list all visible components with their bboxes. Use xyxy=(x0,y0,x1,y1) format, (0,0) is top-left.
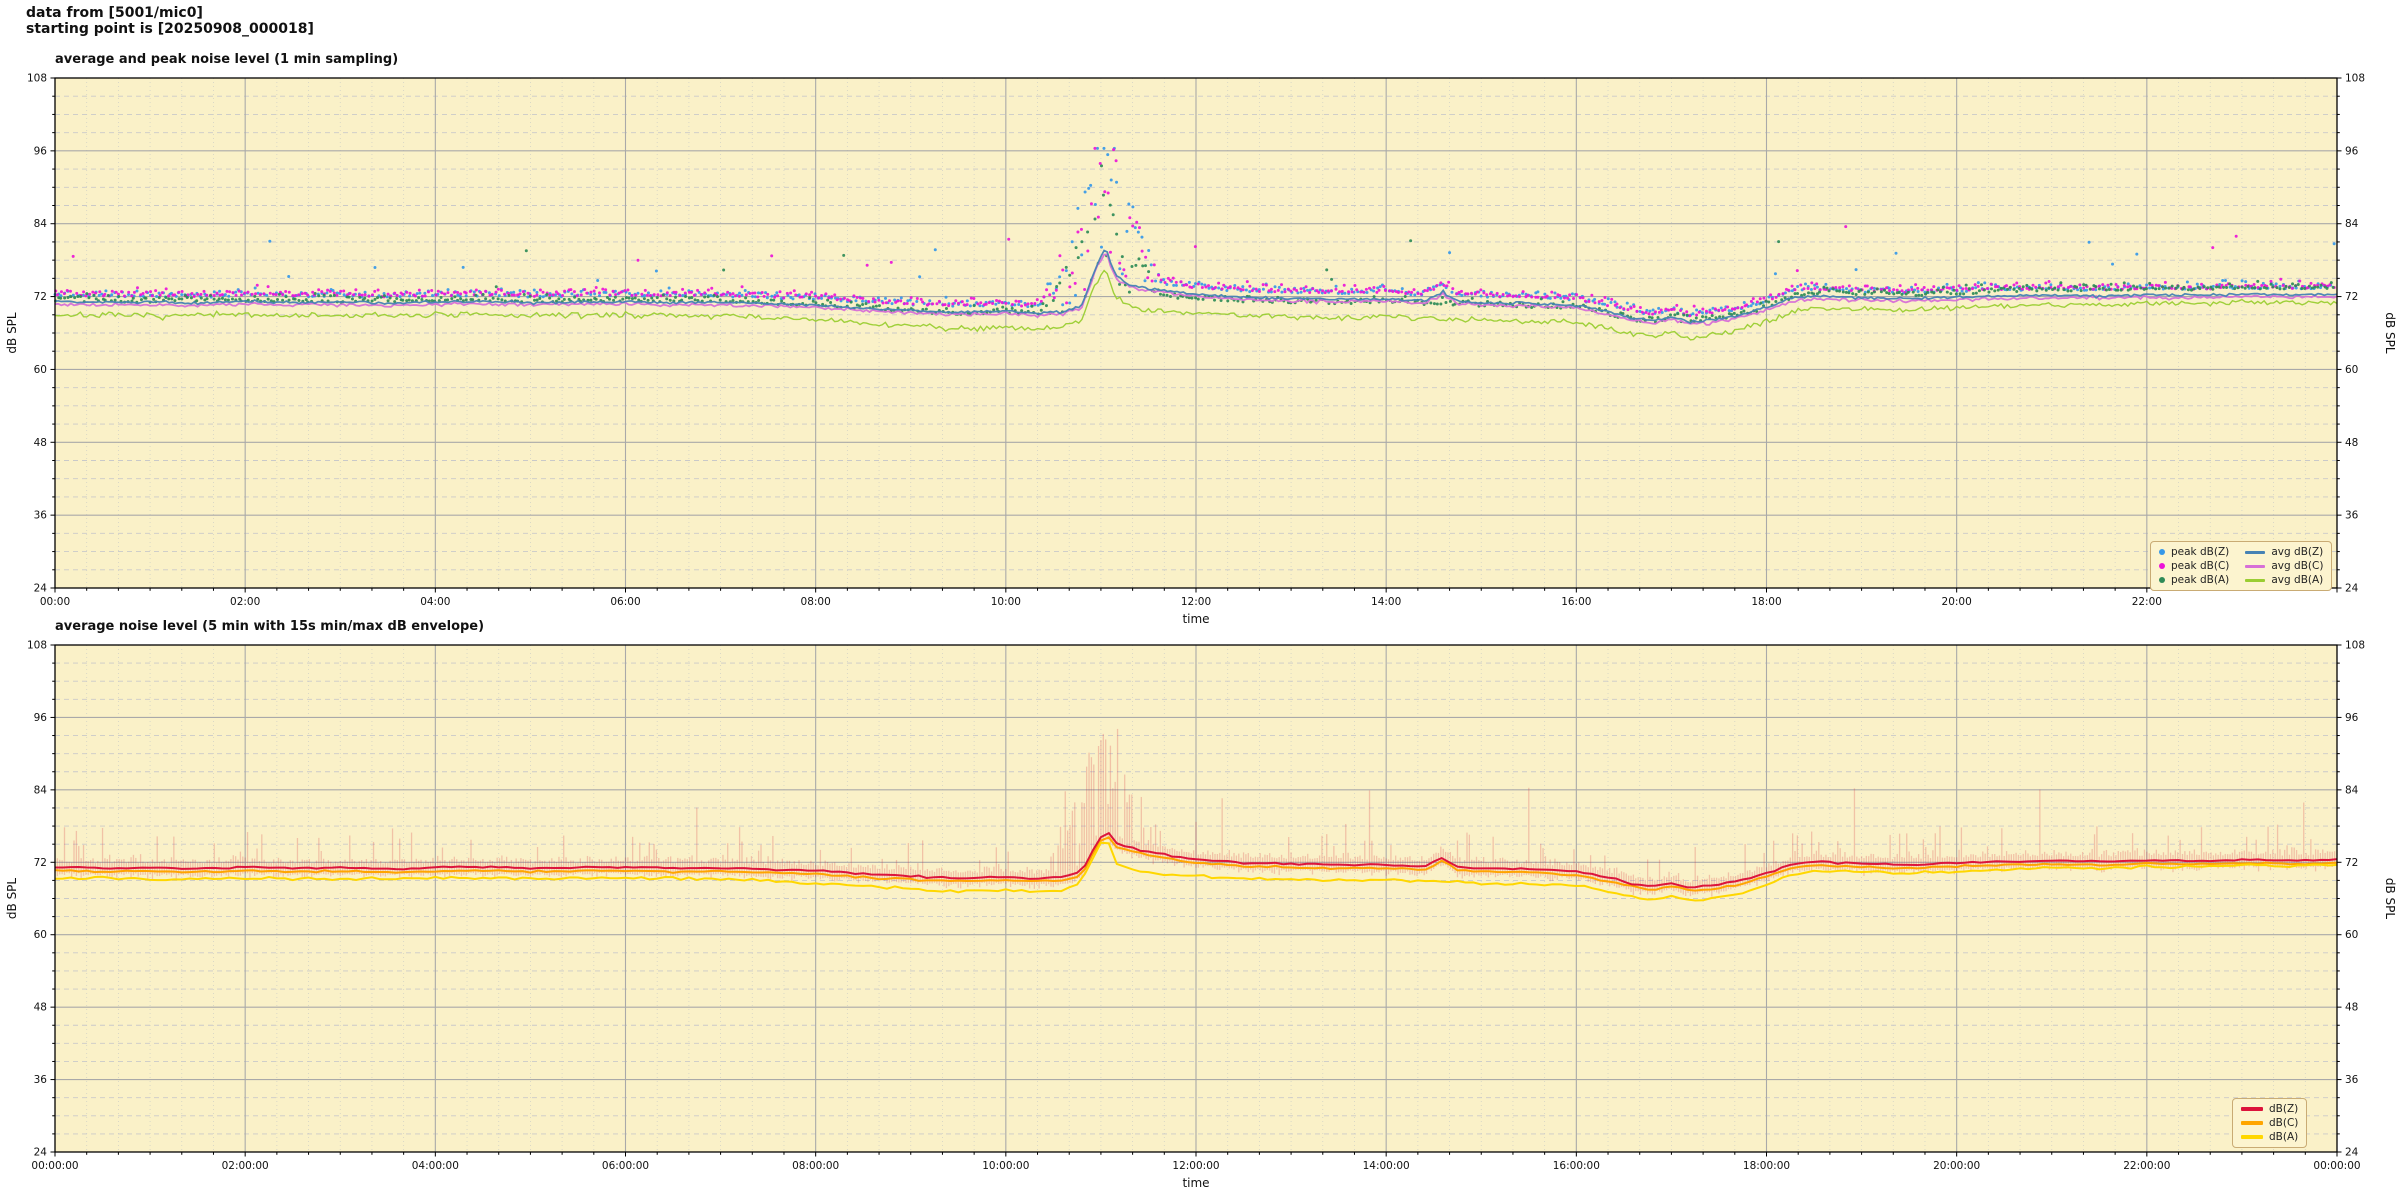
x-tick-label: 18:00 xyxy=(1751,596,1781,608)
x-tick-label: 04:00:00 xyxy=(412,1160,459,1172)
y-axis-label-right: dB SPL xyxy=(2383,878,2397,920)
y-tick-label: 36 xyxy=(34,1074,48,1086)
x-tick-label: 16:00:00 xyxy=(1553,1160,1600,1172)
y-tick-label: 108 xyxy=(27,73,47,85)
legend-item-dbc: dB(C) xyxy=(2241,1117,2298,1129)
legend-item-avg-dbc: avg dB(C) xyxy=(2245,560,2323,572)
x-tick-label: 08:00:00 xyxy=(792,1160,839,1172)
y-tick-label: 24 xyxy=(34,1147,48,1159)
x-tick-label: 00:00:00 xyxy=(2313,1160,2360,1172)
x-tick-label: 16:00 xyxy=(1561,596,1591,608)
y-tick-label-right: 84 xyxy=(2345,784,2359,796)
legend-item-avg-dba: avg dB(A) xyxy=(2245,574,2323,586)
y-tick-label-right: 96 xyxy=(2345,145,2359,157)
x-tick-label: 22:00:00 xyxy=(2123,1160,2170,1172)
dba-line-icon xyxy=(2241,1135,2263,1139)
legend-label: peak dB(C) xyxy=(2171,560,2230,572)
peak-dbc-marker-icon xyxy=(2159,563,2165,569)
header-line-2: starting point is [20250908_000018] xyxy=(26,21,314,37)
legend-label: peak dB(A) xyxy=(2171,574,2230,586)
avg-dbz-line-icon xyxy=(2245,550,2266,554)
y-axis-label-right: dB SPL xyxy=(2383,312,2397,354)
y-tick-label-right: 24 xyxy=(2345,583,2359,595)
y-axis-label-left: dB SPL xyxy=(5,312,19,354)
legend-item-peak-dbz: peak dB(Z) xyxy=(2159,546,2229,558)
y-tick-label-right: 60 xyxy=(2345,364,2358,376)
y-tick-label-right: 84 xyxy=(2345,218,2359,230)
y-tick-label: 84 xyxy=(34,784,48,796)
header-line-1: data from [5001/mic0] xyxy=(26,5,203,21)
x-tick-label: 06:00 xyxy=(610,596,640,608)
y-tick-label-right: 36 xyxy=(2345,510,2359,522)
legend-label: avg dB(C) xyxy=(2271,560,2324,572)
y-axis-label-left: dB SPL xyxy=(5,878,19,920)
y-tick-label: 96 xyxy=(34,712,48,724)
top-chart-legend: peak dB(Z) peak dB(C) peak dB(A) avg dB(… xyxy=(2150,541,2333,591)
y-tick-label: 60 xyxy=(34,364,47,376)
x-tick-label: 10:00:00 xyxy=(982,1160,1029,1172)
y-tick-label-right: 108 xyxy=(2345,640,2365,652)
x-tick-label: 18:00:00 xyxy=(1743,1160,1790,1172)
legend-label: dB(A) xyxy=(2269,1131,2299,1143)
legend-item-dba: dB(A) xyxy=(2241,1131,2298,1143)
avg-dba-line-icon xyxy=(2245,578,2266,582)
legend-label: dB(C) xyxy=(2269,1117,2299,1129)
dbz-line-icon xyxy=(2241,1107,2263,1111)
y-tick-label-right: 72 xyxy=(2345,291,2358,303)
legend-item-avg-dbz: avg dB(Z) xyxy=(2245,546,2323,558)
y-tick-label-right: 36 xyxy=(2345,1074,2359,1086)
y-tick-label-right: 48 xyxy=(2345,437,2358,449)
y-tick-label-right: 96 xyxy=(2345,712,2359,724)
legend-item-peak-dba: peak dB(A) xyxy=(2159,574,2229,586)
y-tick-label-right: 72 xyxy=(2345,857,2358,869)
y-tick-label: 84 xyxy=(34,218,48,230)
x-tick-label: 00:00 xyxy=(40,596,70,608)
x-tick-label: 04:00 xyxy=(420,596,450,608)
x-tick-label: 06:00:00 xyxy=(602,1160,649,1172)
x-axis-label: time xyxy=(1182,612,1209,626)
y-tick-label: 48 xyxy=(34,1002,47,1014)
x-tick-label: 14:00:00 xyxy=(1363,1160,1410,1172)
x-tick-label: 22:00 xyxy=(2132,596,2162,608)
y-tick-label-right: 108 xyxy=(2345,73,2365,85)
legend-item-dbz: dB(Z) xyxy=(2241,1103,2298,1115)
x-tick-label: 02:00:00 xyxy=(222,1160,269,1172)
legend-item-peak-dbc: peak dB(C) xyxy=(2159,560,2229,572)
y-tick-label: 24 xyxy=(34,583,48,595)
x-axis-label: time xyxy=(1182,1176,1209,1190)
avg-dbc-line-icon xyxy=(2245,564,2266,568)
x-tick-label: 02:00 xyxy=(230,596,260,608)
y-tick-label-right: 24 xyxy=(2345,1147,2359,1159)
x-tick-label: 20:00 xyxy=(1942,596,1972,608)
peak-dba-marker-icon xyxy=(2159,577,2165,583)
x-tick-label: 00:00:00 xyxy=(31,1160,78,1172)
x-tick-label: 14:00 xyxy=(1371,596,1401,608)
y-tick-label: 36 xyxy=(34,510,48,522)
legend-label: dB(Z) xyxy=(2269,1103,2299,1115)
y-tick-label: 96 xyxy=(34,145,48,157)
peak-dbz-marker-icon xyxy=(2159,549,2165,555)
y-tick-label-right: 48 xyxy=(2345,1002,2358,1014)
y-tick-label: 48 xyxy=(34,437,47,449)
x-tick-label: 20:00:00 xyxy=(1933,1160,1980,1172)
x-tick-label: 12:00:00 xyxy=(1172,1160,1219,1172)
legend-label: avg dB(A) xyxy=(2271,574,2324,586)
legend-label: peak dB(Z) xyxy=(2171,546,2230,558)
y-tick-label: 60 xyxy=(34,929,47,941)
y-tick-label-right: 60 xyxy=(2345,929,2358,941)
y-tick-label: 72 xyxy=(34,291,47,303)
dbc-line-icon xyxy=(2241,1121,2263,1125)
x-tick-label: 10:00 xyxy=(991,596,1021,608)
top-chart-title: average and peak noise level (1 min samp… xyxy=(55,52,399,67)
bottom-chart-legend: dB(Z) dB(C) dB(A) xyxy=(2232,1098,2308,1148)
y-tick-label: 108 xyxy=(27,640,47,652)
bottom-chart-title: average noise level (5 min with 15s min/… xyxy=(55,619,485,634)
y-tick-label: 72 xyxy=(34,857,47,869)
legend-label: avg dB(Z) xyxy=(2271,546,2324,558)
x-tick-label: 08:00 xyxy=(801,596,831,608)
x-tick-label: 12:00 xyxy=(1181,596,1211,608)
